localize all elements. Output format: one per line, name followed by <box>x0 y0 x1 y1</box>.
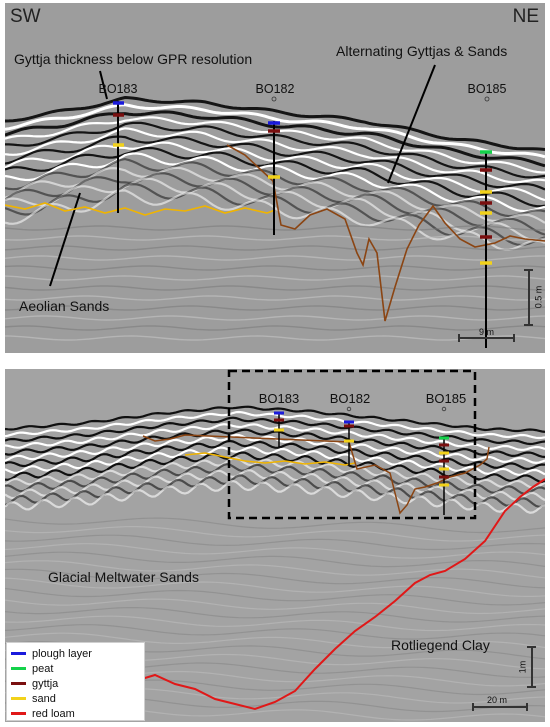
bottom-borehole-bo185-label: BO185 <box>425 391 467 406</box>
top-radargram-panel: SW NE Gyttja thickness below GPR resolut… <box>5 3 545 353</box>
legend-label-plough-layer: plough layer <box>32 647 92 660</box>
leader-line-alternating <box>387 64 436 184</box>
borehole-bo183-label: BO183 <box>98 82 138 96</box>
legend-swatch-gyttja <box>11 682 26 685</box>
bottom-borehole-bo182-label: BO182 <box>329 391 371 406</box>
legend: plough layer peat gyttja sand red loam <box>6 642 145 721</box>
rotliegend-clay-label: Rotliegend Clay <box>391 637 490 653</box>
alternating-gyttjas-label: Alternating Gyttjas & Sands <box>336 43 508 59</box>
legend-swatch-sand <box>11 697 26 700</box>
top-radargram <box>5 3 545 353</box>
bottom-borehole-bo183-label: BO183 <box>258 391 300 406</box>
bottom-gyttja-base-horizon <box>142 434 490 515</box>
legend-label-gyttja: gyttja <box>32 677 59 690</box>
borehole-bo185-label: BO185 <box>467 82 507 96</box>
detail-region-box <box>227 369 477 520</box>
gyttja-base-horizon <box>226 144 545 322</box>
top-vertical-scale-label: 0.5 m <box>533 285 544 309</box>
bottom-vertical-scale-label: 1m <box>517 660 528 674</box>
bottom-borehole-bo182-log <box>344 406 354 465</box>
bottom-horizontal-scale-bar <box>472 703 528 711</box>
top-vertical-scale-bar <box>524 269 533 326</box>
borehole-bo183-log <box>113 101 124 213</box>
bottom-horizontal-scale-label: 20 m <box>487 695 508 705</box>
direction-sw-label: SW <box>10 6 41 27</box>
gyttja-thickness-label: Gyttja thickness below GPR resolution <box>14 51 253 67</box>
legend-swatch-plough-layer <box>11 652 26 655</box>
legend-item-red-loam: red loam <box>7 706 144 721</box>
glacial-meltwater-sands-label: Glacial Meltwater Sands <box>48 569 199 585</box>
legend-label-red-loam: red loam <box>32 707 75 720</box>
bottom-borehole-bo185-log <box>439 406 449 515</box>
direction-ne-label: NE <box>512 6 539 27</box>
bottom-radargram <box>5 369 545 722</box>
legend-label-sand: sand <box>32 692 56 705</box>
aeolian-sands-label: Aeolian Sands <box>19 298 110 314</box>
borehole-bo182-log <box>268 96 280 235</box>
legend-label-peat: peat <box>32 662 54 675</box>
red-loam-horizon <box>122 478 545 711</box>
legend-swatch-red-loam <box>11 712 26 715</box>
bottom-radargram-panel: BO183 BO182 BO185 Glacial Meltwater Sand… <box>5 369 545 722</box>
borehole-bo185-log <box>480 96 492 348</box>
sand-top-horizon <box>5 202 276 216</box>
legend-item-gyttja: gyttja <box>7 676 144 691</box>
legend-item-sand: sand <box>7 691 144 706</box>
top-horizontal-scale-bar <box>458 334 515 342</box>
legend-item-peat: peat <box>7 661 144 676</box>
bottom-vertical-scale-bar <box>527 646 536 688</box>
borehole-bo182-label: BO182 <box>255 82 295 96</box>
top-horizontal-scale-label: 9 m <box>479 327 495 337</box>
legend-item-plough-layer: plough layer <box>7 646 144 661</box>
legend-swatch-peat <box>11 667 26 670</box>
bottom-sand-top-horizon <box>184 452 356 466</box>
leader-line-gyttja-thickness <box>99 70 108 100</box>
bottom-borehole-bo183-log <box>274 411 284 447</box>
